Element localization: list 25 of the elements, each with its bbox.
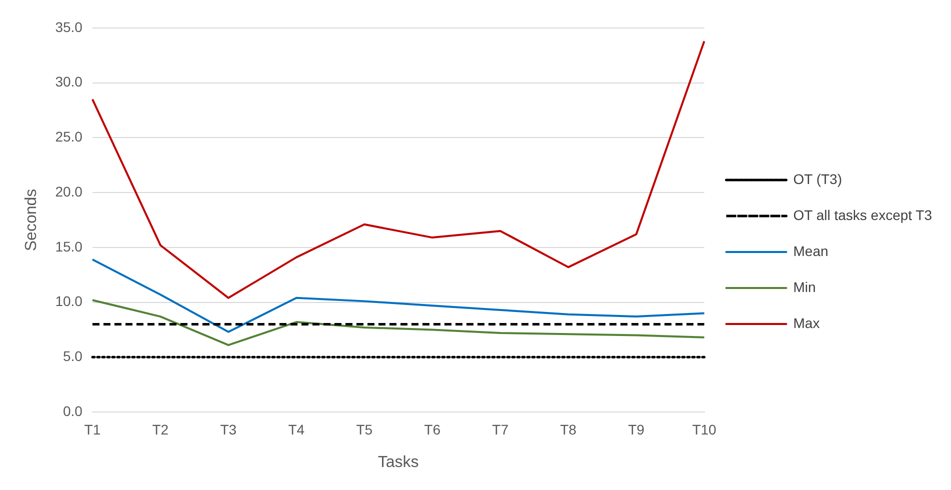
y-axis-title: Seconds	[23, 188, 40, 252]
legend-label: OT (T3)	[793, 170, 842, 187]
y-tick-label: 10.0	[55, 293, 83, 310]
legend-label: Mean	[793, 242, 828, 259]
x-tick-label: T8	[560, 421, 577, 438]
y-tick-label: 15.0	[55, 238, 83, 254]
y-tick-label: 20.0	[55, 183, 83, 200]
x-tick-label: T6	[424, 421, 441, 438]
x-tick-label: T3	[220, 421, 237, 438]
x-tick-label: T5	[356, 421, 373, 438]
y-tick-label: 25.0	[55, 128, 83, 145]
y-tick-label: 0.0	[62, 402, 83, 419]
y-tick-label: 35.0	[55, 18, 83, 35]
y-tick-label: 5.0	[62, 348, 83, 364]
x-tick-label: T10	[692, 421, 717, 438]
legend-label: OT all tasks except T3	[793, 206, 932, 223]
x-axis-title: Tasks	[378, 454, 419, 471]
x-tick-label: T4	[288, 421, 305, 438]
x-tick-label: T7	[492, 421, 509, 438]
legend-label: Max	[793, 314, 820, 331]
y-tick-label: 30.0	[55, 74, 83, 90]
x-tick-label: T9	[628, 421, 645, 438]
x-tick-label: T1	[84, 421, 101, 438]
legend-label: Min	[793, 278, 816, 295]
x-tick-label: T2	[152, 421, 169, 438]
